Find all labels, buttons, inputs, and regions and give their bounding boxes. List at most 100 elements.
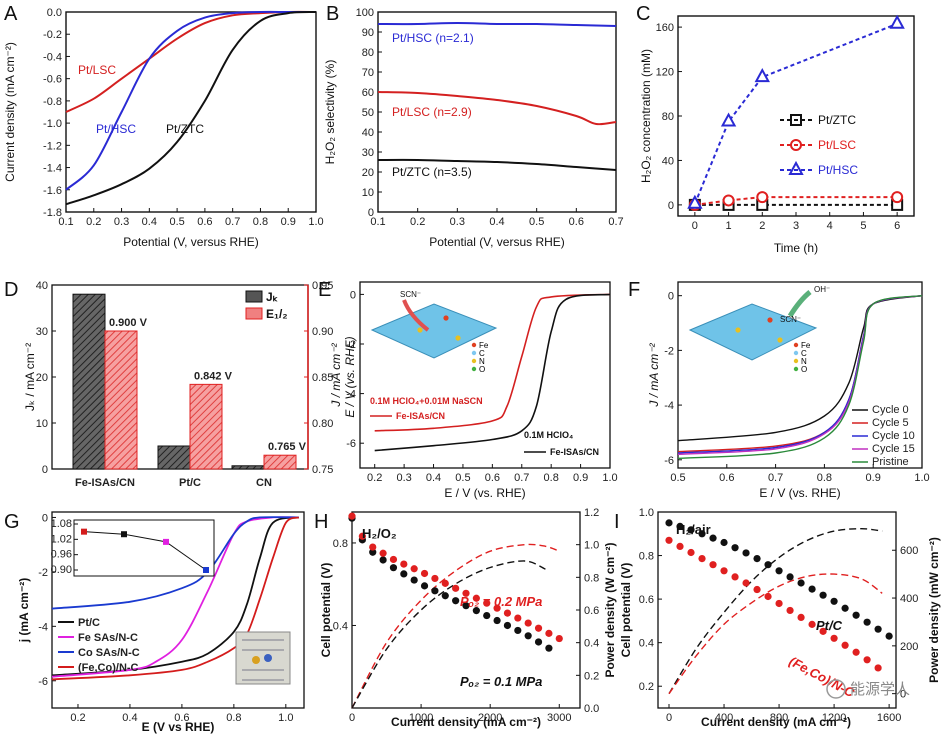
panel-g-ytick-label: 0 (42, 512, 48, 524)
panel-a-series-ptztc (65, 11, 317, 206)
panel-a-ytick-label: -1.4 (43, 163, 62, 175)
panel-g-legend: Pt/C Fe SAs/N-C Co SAs/N-C (Fe,Co)/N-C (58, 617, 140, 674)
panel-a-label-pthsc: Pt/HSC (96, 122, 136, 136)
panel-g-xtick-label: 0.8 (226, 712, 241, 724)
panel-d-left-ytick-label: 20 (36, 372, 48, 384)
panel-d-right-ytick-label: 0.90 (312, 326, 333, 338)
inset-ytick-label: 1.08 (51, 518, 72, 530)
panel-letter-h: H (314, 511, 328, 533)
panel-i-point-red (863, 656, 871, 664)
legend-swatch-e12 (245, 307, 263, 320)
atom-fe-e (443, 315, 449, 321)
panel-i-point-black (797, 579, 805, 587)
panel-i-point-black (709, 534, 717, 542)
panel-c-point-pthsc (754, 68, 770, 83)
panel-a-ytick-label: -0.4 (43, 51, 62, 63)
panel-f-xtick-label: 0.8 (817, 472, 832, 484)
panel-a-series-ptlsc (65, 10, 317, 113)
panel-i-point-red (775, 599, 783, 608)
panel-h-point-red (348, 512, 356, 520)
panel-f-xlabel: E / V (vs. RHE) (759, 486, 840, 500)
panel-h-point-black (431, 587, 439, 595)
panel-i-point-red (665, 536, 673, 544)
panel-b-label-ptztc: Pt/ZTC (n=3.5) (392, 165, 472, 179)
watermark-text: 能源学人 (850, 681, 910, 698)
panel-i-point-black (819, 591, 827, 599)
panel-e: E 0.2 0.3 0.4 0.5 0.6 0.7 0.8 0.9 1.0 0 -2 -4 -6 J /… (318, 279, 618, 500)
panel-g-ticks: 0.2 0.4 0.6 0.8 1.0 0 -2 -4 -6 (38, 512, 293, 724)
panel-a-xtick-label: 0.4 (142, 216, 157, 228)
panel-c-point-ptlsc (891, 191, 904, 204)
panel-h-point-red (441, 579, 449, 587)
panel-e-lines (374, 293, 611, 452)
panel-g-legend-label: (Fe,Co)/N-C (78, 662, 139, 674)
panel-h-xtick-label: 1000 (409, 712, 433, 724)
panel-b-label-ptlsc: Pt/LSC (n=2.9) (392, 105, 472, 119)
panel-a-ytick-label: 0.0 (47, 7, 62, 19)
panel-c-xtick-label: 2 (759, 220, 765, 232)
panel-i-point-red (720, 567, 728, 575)
panel-a-xlabel: Potential (V, versus RHE) (123, 235, 259, 249)
panel-h-point-black (389, 564, 398, 572)
panel-i-point-black (665, 519, 673, 527)
panel-d-right-ytick-label: 0.95 (312, 280, 333, 292)
panel-f-lines (677, 295, 923, 460)
panel-d-bar-jk (231, 465, 265, 470)
panel-b-ytick-label: 60 (362, 87, 374, 99)
panel-f: F 0.5 0.6 0.7 0.8 0.9 1.00-2-4-6 J / mA cm⁻² … (628, 279, 930, 500)
panel-h-point-black (420, 582, 429, 590)
panel-g-lines (51, 516, 300, 681)
panel-b-ytick-label: 50 (362, 107, 374, 119)
panel-i-power-black (668, 527, 883, 695)
panel-h-ytick-label: 0.4 (333, 620, 348, 632)
panel-b-ytick-label: 100 (356, 7, 374, 19)
legend-swatch-jk (245, 290, 263, 303)
panel-g-ytick-label: -4 (38, 621, 48, 633)
panel-e-key-o: O (479, 365, 485, 374)
panel-d-bar-e12 (189, 383, 223, 470)
panel-c-xtick-label: 6 (894, 220, 900, 232)
panel-i-point-black (764, 561, 772, 569)
panel-g-inset-plot: 1.08 1.02 0.96 0.90 (51, 518, 209, 576)
panel-b-ylabel: H₂O₂ selectivity (%) (323, 60, 337, 165)
structure-box (235, 631, 291, 685)
panel-a-xtick-label: 0.3 (114, 216, 129, 228)
panel-e-ytick-label: -6 (346, 438, 356, 450)
panel-letter-d: D (4, 279, 18, 301)
panel-i-ytick-label: 0.2 (639, 681, 654, 693)
structure-lattice (242, 639, 284, 681)
panel-a-label-ptlsc: Pt/LSC (78, 63, 116, 77)
panel-i-point-red (786, 606, 794, 615)
panel-f-ylabel: J / mA cm⁻² (647, 342, 661, 407)
legend-marker-ptztc (790, 114, 802, 126)
panel-d-bar-jk (157, 445, 191, 470)
legend-marker-pthsc (788, 160, 804, 175)
panel-c-xlabel: Time (h) (774, 241, 818, 255)
panel-h-ytick-label: 0.8 (333, 538, 348, 550)
panel-b-series-pthsc (377, 21, 617, 27)
panel-c-ytick-label: 80 (662, 111, 674, 123)
panel-c-point-pthsc (687, 194, 703, 209)
panel-e-xtick-label: 0.5 (455, 472, 470, 484)
panel-e-xtick-label: 0.9 (573, 472, 588, 484)
panel-b-series-ptztc (377, 158, 617, 171)
key-dot-c-e (471, 350, 477, 356)
panel-b-series-ptlsc (377, 91, 617, 126)
panel-h-label-red: Pₒ₂ = 0.2 MPa (460, 594, 542, 609)
panel-h-point-red (462, 589, 470, 597)
inset-marker (121, 531, 127, 538)
panel-c-point-ptlsc (722, 194, 735, 207)
panel-i-xtick-label: 800 (770, 712, 788, 724)
panel-e-xlabel: E / V (vs. RHE) (444, 486, 525, 500)
panel-d-bar-e12 (263, 454, 297, 470)
panel-d-legend: Jₖ E₁/₂ (245, 290, 288, 321)
panel-d-bars: 0.900 V Fe-ISAs/CN 0.842 V Pt/C 0.765 V CN (72, 293, 307, 489)
panel-g-xlabel: E (V vs RHE) (142, 720, 215, 734)
atom-n-f (735, 327, 741, 333)
panel-i-ylabel: Cell potential (V) (619, 563, 633, 658)
panel-h-right-ytick-label: 1.0 (584, 540, 599, 552)
panel-g-xtick-label: 0.2 (70, 712, 85, 724)
panel-b-xtick-label: 0.6 (569, 216, 584, 228)
panel-f-legend-label: Cycle 10 (872, 430, 915, 442)
panel-d: D 0 10 20 30 40 0.75 0.80 0.85 0.90 0.95 0.900 V F… (4, 279, 357, 489)
